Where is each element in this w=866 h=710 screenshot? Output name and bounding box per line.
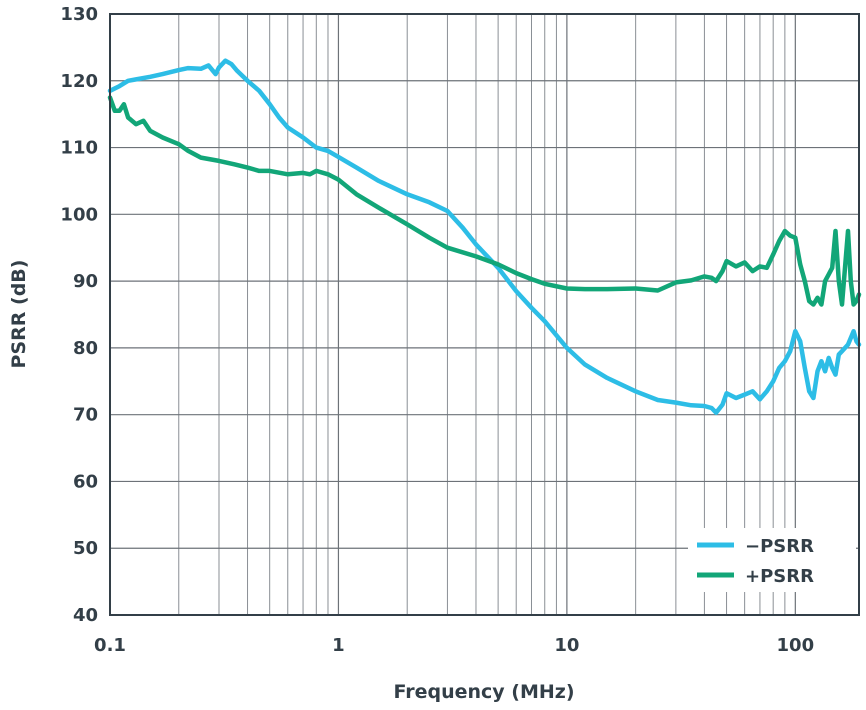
y-tick-label: 60 bbox=[73, 471, 98, 492]
legend-label-minus-psrr: −PSRR bbox=[745, 536, 814, 557]
plot-frame bbox=[109, 13, 860, 616]
y-tick-label: 130 bbox=[60, 4, 98, 25]
series-line-plus-psrr bbox=[107, 95, 862, 307]
grid bbox=[109, 13, 859, 616]
x-tick-label: 10 bbox=[554, 635, 579, 656]
y-axis-ticks: 130 120 110 100 90 80 70 60 50 40 bbox=[60, 4, 98, 626]
y-tick-label: 110 bbox=[60, 138, 98, 159]
x-axis-label: Frequency (MHz) bbox=[393, 681, 574, 703]
y-tick-label: 40 bbox=[73, 605, 98, 626]
y-tick-label: 90 bbox=[73, 271, 98, 292]
y-tick-label: 70 bbox=[73, 405, 98, 426]
legend-label-plus-psrr: +PSRR bbox=[745, 566, 814, 587]
y-tick-label: 80 bbox=[73, 338, 98, 359]
x-tick-label: 100 bbox=[777, 635, 815, 656]
legend-background bbox=[688, 528, 856, 592]
x-tick-label: 0.1 bbox=[94, 635, 126, 656]
x-tick-label: 1 bbox=[332, 635, 345, 656]
x-axis-ticks: 0.1 1 10 100 bbox=[94, 635, 814, 656]
plot-area bbox=[107, 58, 862, 415]
legend: −PSRR +PSRR bbox=[688, 528, 856, 592]
y-tick-label: 100 bbox=[60, 204, 98, 225]
y-axis-label: PSRR (dB) bbox=[8, 260, 30, 369]
y-tick-label: 120 bbox=[60, 71, 98, 92]
series-line-minus-psrr bbox=[107, 58, 862, 415]
y-tick-label: 50 bbox=[73, 538, 98, 559]
